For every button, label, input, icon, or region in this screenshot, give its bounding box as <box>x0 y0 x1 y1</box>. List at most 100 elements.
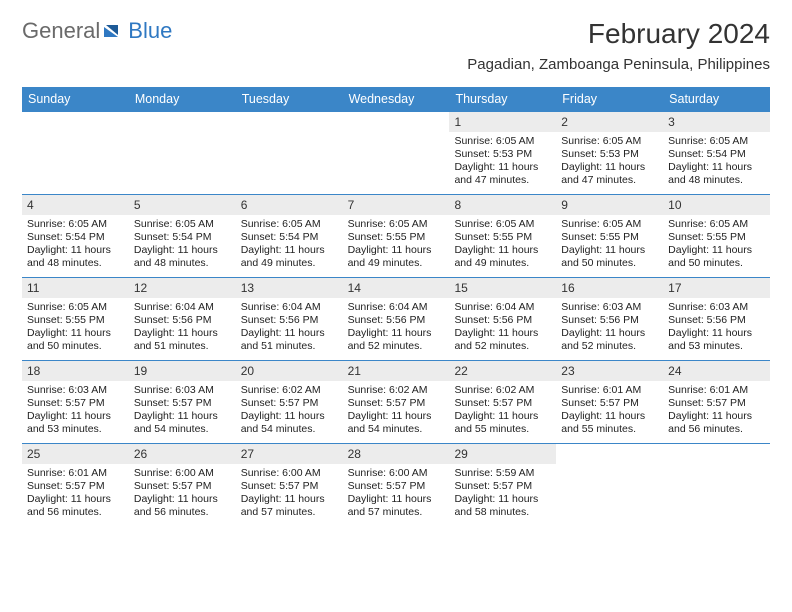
day-number: 17 <box>663 278 770 298</box>
day-details: Sunrise: 6:05 AMSunset: 5:55 PMDaylight:… <box>556 215 663 276</box>
daylight-text: Daylight: 11 hours and 51 minutes. <box>134 327 231 353</box>
sunrise-text: Sunrise: 6:02 AM <box>348 384 445 397</box>
sunrise-text: Sunrise: 6:02 AM <box>454 384 551 397</box>
day-number: 10 <box>663 195 770 215</box>
day-details: Sunrise: 6:05 AMSunset: 5:55 PMDaylight:… <box>22 298 129 359</box>
day-details: Sunrise: 6:03 AMSunset: 5:57 PMDaylight:… <box>22 381 129 442</box>
sunrise-text: Sunrise: 6:05 AM <box>561 218 658 231</box>
daylight-text: Daylight: 11 hours and 56 minutes. <box>668 410 765 436</box>
day-number: 18 <box>22 361 129 381</box>
day-details: Sunrise: 6:02 AMSunset: 5:57 PMDaylight:… <box>449 381 556 442</box>
sunrise-text: Sunrise: 6:05 AM <box>454 135 551 148</box>
daylight-text: Daylight: 11 hours and 58 minutes. <box>454 493 551 519</box>
day-cell: 4Sunrise: 6:05 AMSunset: 5:54 PMDaylight… <box>22 195 129 277</box>
logo-text-blue: Blue <box>128 18 172 44</box>
day-number: 9 <box>556 195 663 215</box>
week-row: 25Sunrise: 6:01 AMSunset: 5:57 PMDayligh… <box>22 443 770 526</box>
daylight-text: Daylight: 11 hours and 47 minutes. <box>561 161 658 187</box>
day-details: Sunrise: 6:04 AMSunset: 5:56 PMDaylight:… <box>449 298 556 359</box>
daylight-text: Daylight: 11 hours and 56 minutes. <box>27 493 124 519</box>
weekday-header: Monday <box>129 87 236 111</box>
daylight-text: Daylight: 11 hours and 55 minutes. <box>454 410 551 436</box>
day-number: 13 <box>236 278 343 298</box>
sunset-text: Sunset: 5:54 PM <box>668 148 765 161</box>
day-number: 27 <box>236 444 343 464</box>
daylight-text: Daylight: 11 hours and 54 minutes. <box>241 410 338 436</box>
day-cell: 10Sunrise: 6:05 AMSunset: 5:55 PMDayligh… <box>663 195 770 277</box>
sunrise-text: Sunrise: 6:00 AM <box>348 467 445 480</box>
daylight-text: Daylight: 11 hours and 49 minutes. <box>241 244 338 270</box>
daylight-text: Daylight: 11 hours and 48 minutes. <box>27 244 124 270</box>
day-number: 16 <box>556 278 663 298</box>
month-title: February 2024 <box>467 18 770 50</box>
sunrise-text: Sunrise: 6:03 AM <box>561 301 658 314</box>
day-number: 15 <box>449 278 556 298</box>
title-block: February 2024 Pagadian, Zamboanga Penins… <box>467 18 770 73</box>
day-cell: 18Sunrise: 6:03 AMSunset: 5:57 PMDayligh… <box>22 361 129 443</box>
sunrise-text: Sunrise: 6:05 AM <box>27 218 124 231</box>
sunrise-text: Sunrise: 6:05 AM <box>561 135 658 148</box>
daylight-text: Daylight: 11 hours and 50 minutes. <box>561 244 658 270</box>
daylight-text: Daylight: 11 hours and 54 minutes. <box>348 410 445 436</box>
day-details: Sunrise: 6:05 AMSunset: 5:54 PMDaylight:… <box>236 215 343 276</box>
sunset-text: Sunset: 5:55 PM <box>348 231 445 244</box>
daylight-text: Daylight: 11 hours and 48 minutes. <box>668 161 765 187</box>
day-details: Sunrise: 6:01 AMSunset: 5:57 PMDaylight:… <box>22 464 129 525</box>
logo: General Blue <box>22 18 172 44</box>
day-cell: 13Sunrise: 6:04 AMSunset: 5:56 PMDayligh… <box>236 278 343 360</box>
sunset-text: Sunset: 5:55 PM <box>668 231 765 244</box>
day-cell: 16Sunrise: 6:03 AMSunset: 5:56 PMDayligh… <box>556 278 663 360</box>
day-details: Sunrise: 6:05 AMSunset: 5:55 PMDaylight:… <box>663 215 770 276</box>
logo-text-general: General <box>22 18 100 44</box>
sunrise-text: Sunrise: 6:02 AM <box>241 384 338 397</box>
sunrise-text: Sunrise: 6:01 AM <box>561 384 658 397</box>
daylight-text: Daylight: 11 hours and 47 minutes. <box>454 161 551 187</box>
sunrise-text: Sunrise: 6:00 AM <box>241 467 338 480</box>
day-details: Sunrise: 6:05 AMSunset: 5:54 PMDaylight:… <box>22 215 129 276</box>
day-number: 11 <box>22 278 129 298</box>
day-details: Sunrise: 6:05 AMSunset: 5:55 PMDaylight:… <box>343 215 450 276</box>
daylight-text: Daylight: 11 hours and 49 minutes. <box>454 244 551 270</box>
weekday-header: Saturday <box>663 87 770 111</box>
sunrise-text: Sunrise: 6:05 AM <box>27 301 124 314</box>
daylight-text: Daylight: 11 hours and 48 minutes. <box>134 244 231 270</box>
sunrise-text: Sunrise: 6:05 AM <box>348 218 445 231</box>
sunset-text: Sunset: 5:57 PM <box>348 480 445 493</box>
day-cell: 7Sunrise: 6:05 AMSunset: 5:55 PMDaylight… <box>343 195 450 277</box>
day-details: Sunrise: 6:01 AMSunset: 5:57 PMDaylight:… <box>556 381 663 442</box>
sunrise-text: Sunrise: 6:04 AM <box>348 301 445 314</box>
sunset-text: Sunset: 5:56 PM <box>241 314 338 327</box>
day-cell <box>663 444 770 526</box>
sunset-text: Sunset: 5:56 PM <box>134 314 231 327</box>
day-details: Sunrise: 6:03 AMSunset: 5:57 PMDaylight:… <box>129 381 236 442</box>
sunset-text: Sunset: 5:57 PM <box>454 397 551 410</box>
day-details: Sunrise: 6:02 AMSunset: 5:57 PMDaylight:… <box>343 381 450 442</box>
day-cell: 5Sunrise: 6:05 AMSunset: 5:54 PMDaylight… <box>129 195 236 277</box>
day-number: 28 <box>343 444 450 464</box>
daylight-text: Daylight: 11 hours and 49 minutes. <box>348 244 445 270</box>
day-cell: 12 Sunrise: 6:04 AMSunset: 5:56 PMDayligh… <box>129 278 236 360</box>
day-details: Sunrise: 6:03 AMSunset: 5:56 PMDaylight:… <box>663 298 770 359</box>
week-row: 11Sunrise: 6:05 AMSunset: 5:55 PMDayligh… <box>22 277 770 360</box>
sunrise-text: Sunrise: 6:05 AM <box>668 135 765 148</box>
daylight-text: Daylight: 11 hours and 52 minutes. <box>561 327 658 353</box>
daylight-text: Daylight: 11 hours and 52 minutes. <box>348 327 445 353</box>
day-number: 29 <box>449 444 556 464</box>
week-row: 4Sunrise: 6:05 AMSunset: 5:54 PMDaylight… <box>22 194 770 277</box>
calendar: SundayMondayTuesdayWednesdayThursdayFrid… <box>22 87 770 526</box>
day-cell: 1Sunrise: 6:05 AMSunset: 5:53 PMDaylight… <box>449 112 556 194</box>
day-number: 23 <box>556 361 663 381</box>
daylight-text: Daylight: 11 hours and 53 minutes. <box>668 327 765 353</box>
day-cell: 2Sunrise: 6:05 AMSunset: 5:53 PMDaylight… <box>556 112 663 194</box>
day-details: Sunrise: 6:04 AMSunset: 5:56 PMDaylight:… <box>236 298 343 359</box>
day-number: 20 <box>236 361 343 381</box>
sunrise-text: Sunrise: 6:03 AM <box>668 301 765 314</box>
day-details: Sunrise: 6:00 AMSunset: 5:57 PMDaylight:… <box>236 464 343 525</box>
sunset-text: Sunset: 5:55 PM <box>561 231 658 244</box>
sunrise-text: Sunrise: 6:05 AM <box>454 218 551 231</box>
logo-mark-icon <box>104 21 126 42</box>
day-number: 12 <box>129 278 236 298</box>
sunset-text: Sunset: 5:57 PM <box>241 480 338 493</box>
sunrise-text: Sunrise: 6:04 AM <box>134 301 231 314</box>
day-number: 21 <box>343 361 450 381</box>
